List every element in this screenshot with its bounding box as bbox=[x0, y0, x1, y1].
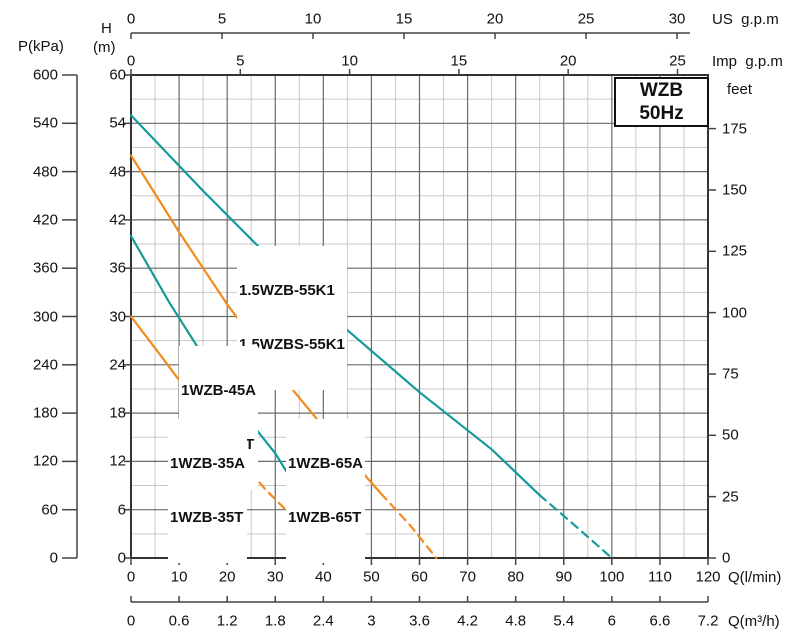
imp-gpm-tick-label: 10 bbox=[341, 52, 358, 70]
q-m3h-tick-label: 5.4 bbox=[553, 612, 575, 630]
q-m3h-tick-label: 0 bbox=[126, 612, 136, 630]
curve-label-35a-line2: 1WZB-35T bbox=[170, 509, 244, 526]
h-m-tick-label: 60 bbox=[109, 66, 126, 84]
p-kpa-tick-label: 420 bbox=[32, 211, 58, 229]
p-kpa-tick-label: 0 bbox=[49, 549, 58, 567]
curve-label-55k1-line1: 1.5WZB-55K1 bbox=[239, 282, 335, 299]
q-m3h-tick-label: 0.6 bbox=[168, 612, 190, 630]
us-gpm-tick-label: 10 bbox=[304, 10, 322, 28]
imp-gpm-tick-label: 25 bbox=[669, 52, 686, 70]
us-gpm-tick-label: 20 bbox=[486, 10, 504, 28]
q-lmin-tick-label: 100 bbox=[599, 568, 625, 586]
q-m3h-tick-label: 6 bbox=[607, 612, 616, 630]
model-title-line1: WZB bbox=[639, 80, 684, 101]
curve-label-65a-line2: 1WZB-65T bbox=[288, 509, 362, 526]
h-m-tick-label: 30 bbox=[109, 308, 126, 325]
curve-label-35a: 1WZB-35A 1WZB-35T bbox=[168, 419, 248, 563]
h-axis-label-h: H bbox=[101, 20, 112, 37]
q-lmin-tick-label: 110 bbox=[647, 568, 672, 586]
q-m3h-tick-label: 4.2 bbox=[457, 612, 479, 630]
q-m3h-tick-label: 3.6 bbox=[409, 612, 430, 630]
q-m3h-tick-label: 4.8 bbox=[505, 612, 527, 630]
pump-curve-0-solid bbox=[129, 114, 541, 497]
h-axis-label-m: (m) bbox=[93, 39, 116, 56]
pump-curve-0-dashed bbox=[538, 494, 613, 560]
h-m-tick-label: 54 bbox=[109, 114, 126, 132]
q-m3h-axis-label: Q(m³/h) bbox=[728, 613, 780, 630]
imp-gpm-tick-label: 0 bbox=[126, 52, 136, 70]
feet-tick-label: 100 bbox=[722, 304, 748, 322]
curve-label-65a: 1WZB-65A 1WZB-65T bbox=[286, 419, 366, 563]
q-lmin-tick-label: 0 bbox=[126, 568, 136, 586]
feet-tick-label: 0 bbox=[722, 549, 731, 567]
feet-tick-label: 25 bbox=[722, 488, 739, 506]
p-kpa-tick-label: 180 bbox=[32, 404, 58, 422]
us-gpm-tick-label: 5 bbox=[217, 10, 227, 28]
p-kpa-axis-label: P(kPa) bbox=[18, 38, 64, 55]
h-m-tick-label: 0 bbox=[117, 549, 126, 567]
feet-tick-label: 50 bbox=[722, 426, 739, 444]
curve-label-55k1-line2: 1.5WZBS-55K1 bbox=[239, 336, 345, 353]
feet-axis-label: feet bbox=[727, 81, 753, 98]
q-lmin-tick-label: 120 bbox=[695, 568, 721, 586]
us-gpm-tick-label: 0 bbox=[126, 10, 136, 28]
p-kpa-tick-label: 240 bbox=[32, 356, 58, 374]
h-m-tick-label: 18 bbox=[109, 404, 126, 422]
us-gpm-tick-label: 15 bbox=[395, 10, 413, 28]
q-lmin-tick-label: 60 bbox=[411, 568, 428, 586]
imp-gpm-tick-label: 5 bbox=[236, 52, 245, 70]
h-m-tick-label: 42 bbox=[109, 211, 126, 229]
imp-gpm-tick-label: 15 bbox=[450, 52, 468, 70]
q-lmin-tick-label: 20 bbox=[218, 568, 236, 586]
h-m-tick-label: 6 bbox=[117, 501, 126, 519]
us-gpm-axis-label: US g.p.m bbox=[712, 11, 779, 28]
feet-tick-label: 125 bbox=[722, 242, 748, 260]
q-lmin-tick-label: 40 bbox=[314, 568, 332, 586]
p-kpa-tick-label: 600 bbox=[32, 66, 58, 84]
h-m-tick-label: 48 bbox=[109, 163, 126, 181]
curve-label-45a-line1: 1WZB-45A bbox=[181, 382, 257, 399]
p-kpa-tick-label: 360 bbox=[32, 259, 58, 277]
q-m3h-tick-label: 3 bbox=[367, 612, 376, 630]
h-m-tick-label: 12 bbox=[109, 452, 126, 470]
pump-curve-1-dashed bbox=[379, 492, 438, 560]
us-gpm-tick-label: 30 bbox=[668, 10, 686, 28]
p-kpa-tick-label: 540 bbox=[32, 114, 58, 132]
q-m3h-tick-label: 1.8 bbox=[264, 612, 286, 630]
model-title-line2: 50Hz bbox=[639, 103, 684, 124]
p-kpa-tick-label: 120 bbox=[32, 452, 58, 470]
model-title-box: WZB 50Hz bbox=[614, 77, 709, 127]
curve-label-65a-line1: 1WZB-65A bbox=[288, 455, 364, 472]
q-m3h-tick-label: 6.6 bbox=[649, 612, 671, 630]
curve-label-35a-line1: 1WZB-35A bbox=[170, 455, 246, 472]
h-m-tick-label: 24 bbox=[109, 356, 126, 374]
q-m3h-tick-label: 1.2 bbox=[216, 612, 238, 630]
h-m-tick-label: 36 bbox=[109, 259, 126, 277]
p-kpa-tick-label: 480 bbox=[32, 163, 58, 181]
q-m3h-tick-label: 2.4 bbox=[312, 612, 334, 630]
q-lmin-axis-label: Q(l/min) bbox=[728, 569, 782, 586]
imp-gpm-axis-label: Imp g.p.m bbox=[712, 53, 783, 70]
pump-curve-3-dashed bbox=[230, 449, 337, 560]
p-kpa-tick-label: 60 bbox=[41, 501, 58, 519]
q-m3h-tick-label: 7.2 bbox=[697, 612, 719, 630]
q-lmin-tick-label: 80 bbox=[507, 568, 524, 586]
feet-tick-label: 150 bbox=[722, 181, 748, 199]
q-lmin-tick-label: 70 bbox=[459, 568, 476, 586]
q-lmin-tick-label: 10 bbox=[170, 568, 188, 586]
us-gpm-tick-label: 25 bbox=[577, 10, 595, 28]
feet-tick-label: 75 bbox=[722, 365, 739, 383]
p-kpa-tick-label: 300 bbox=[32, 308, 58, 325]
q-lmin-tick-label: 50 bbox=[363, 568, 380, 586]
imp-gpm-tick-label: 20 bbox=[559, 52, 577, 70]
feet-tick-label: 175 bbox=[722, 120, 748, 138]
q-lmin-tick-label: 90 bbox=[555, 568, 573, 586]
q-lmin-tick-label: 30 bbox=[266, 568, 284, 586]
